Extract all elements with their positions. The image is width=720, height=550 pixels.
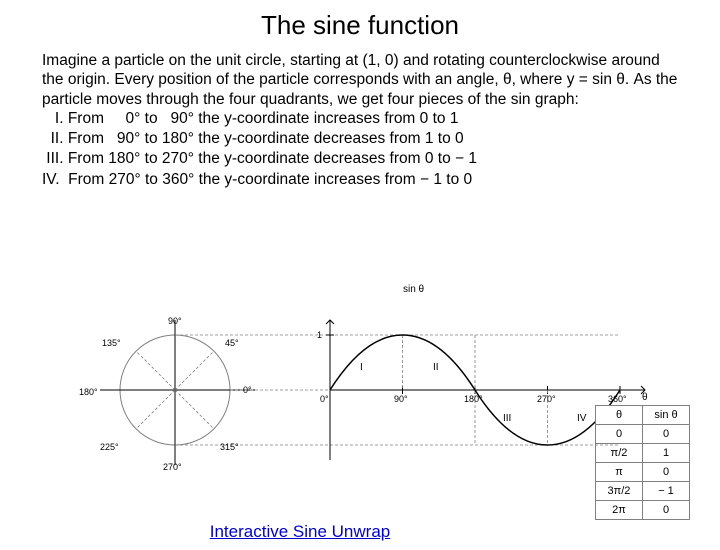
- slide-title: The sine function: [0, 10, 720, 41]
- sine-figure: 1 sin θ 90° 135° 45° 180° 0° 225° 315° 2…: [45, 290, 665, 500]
- table-row: π/21: [596, 444, 690, 463]
- angle-label: 135°: [102, 338, 121, 348]
- axis-label: 360°: [608, 394, 627, 404]
- table-row: 2π0: [596, 501, 690, 520]
- angle-label: 0°: [243, 385, 252, 395]
- sine-values-table: θ sin θ 00 π/21 π0 3π/2− 1 2π0: [595, 405, 690, 520]
- region-label: IV: [577, 413, 586, 424]
- axis-label: 180°: [464, 394, 483, 404]
- angle-label: 90°: [168, 316, 182, 326]
- table-header: θ: [596, 406, 643, 425]
- quadrant-row: I. From 0° to 90° the y-coordinate incre…: [42, 109, 680, 129]
- table-header: sin θ: [643, 406, 690, 425]
- region-label: II: [433, 362, 439, 373]
- region-label: I: [360, 362, 363, 373]
- angle-label: 225°: [100, 442, 119, 452]
- quadrant-row: IV. From 270° to 360° the y-coordinate i…: [42, 170, 680, 190]
- table-row: 00: [596, 425, 690, 444]
- quadrant-row: II. From 90° to 180° the y-coordinate de…: [42, 129, 680, 149]
- table-row: π0: [596, 463, 690, 482]
- axis-label: 90°: [394, 394, 408, 404]
- interactive-link-container: Interactive Sine Unwrap: [0, 522, 600, 542]
- axis-label: θ: [642, 392, 648, 403]
- axis-label: 0°: [320, 394, 329, 404]
- quadrant-list: I. From 0° to 90° the y-coordinate incre…: [42, 109, 680, 190]
- angle-label: 270°: [163, 462, 182, 472]
- table-row: 3π/2− 1: [596, 482, 690, 501]
- sine-y-label: sin θ: [403, 284, 424, 295]
- axis-label: 270°: [537, 394, 556, 404]
- figure-svg: 1: [45, 290, 665, 500]
- angle-label: 180°: [79, 387, 98, 397]
- quadrant-row: III. From 180° to 270° the y-coordinate …: [42, 149, 680, 169]
- region-label: III: [503, 413, 511, 424]
- interactive-sine-link[interactable]: Interactive Sine Unwrap: [210, 522, 390, 541]
- svg-text:1: 1: [317, 330, 322, 340]
- angle-label: 45°: [225, 338, 239, 348]
- intro-paragraph: Imagine a particle on the unit circle, s…: [42, 51, 680, 109]
- angle-label: 315°: [220, 442, 239, 452]
